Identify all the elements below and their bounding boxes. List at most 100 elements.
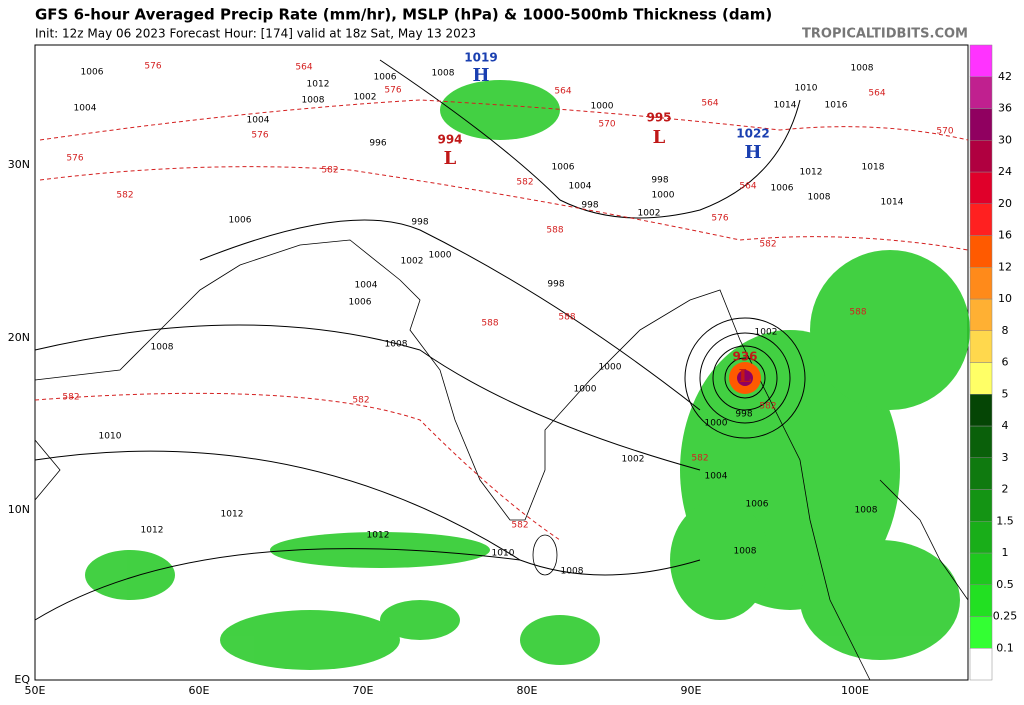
thickness-label: 570 <box>598 120 615 130</box>
colorbar-bin <box>969 298 993 331</box>
colorbar-tick-label: 0.25 <box>993 610 1018 623</box>
isobar-label: 998 <box>735 410 752 420</box>
thickness-label: 564 <box>554 87 571 97</box>
center-value: 1019 <box>464 51 497 65</box>
isobar-label: 1000 <box>599 363 622 373</box>
thickness-label: 582 <box>759 402 776 412</box>
colorbar-bin <box>969 457 993 490</box>
isobar-label: 1002 <box>755 328 778 338</box>
colorbar-bin <box>969 616 993 649</box>
colorbar-tick-label: 6 <box>1002 356 1009 369</box>
thickness-label: 582 <box>516 178 533 188</box>
isobar-label: 1000 <box>591 102 614 112</box>
isobar-label: 1008 <box>561 567 584 577</box>
isobar-label: 1008 <box>808 193 831 203</box>
colorbar-tick-label: 12 <box>998 260 1012 273</box>
colorbar-tick-label: 30 <box>998 133 1012 146</box>
colorbar-bin <box>969 203 993 236</box>
isobars <box>34 59 806 621</box>
isobar-label: 1012 <box>221 510 244 520</box>
colorbar-bin <box>969 171 993 204</box>
thickness-label: 588 <box>546 226 563 236</box>
center-letter: L <box>653 127 666 148</box>
center-letter: H <box>472 65 489 86</box>
isobar-label: 1008 <box>385 340 408 350</box>
colorbar: 0.1 0.25 0.5 1 1.5 2 3 4 5 6 8 10 12 16 20 24 30 36 42 <box>969 44 1018 681</box>
thickness-label: 570 <box>936 127 953 137</box>
colorbar-bin <box>969 76 993 109</box>
colorbar-tick-label: 16 <box>998 229 1012 242</box>
isobar-label: 1018 <box>862 163 885 173</box>
colorbar-bin <box>969 267 993 300</box>
colorbar-bin <box>969 489 993 522</box>
isobar-label: 1008 <box>855 506 878 516</box>
isobar-label: 998 <box>411 218 428 228</box>
thickness-label: 582 <box>321 166 338 176</box>
isobar-label: 1014 <box>881 198 904 208</box>
isobar-label: 1008 <box>432 69 455 79</box>
isobar-label: 1012 <box>307 80 330 90</box>
colorbar-tick-label: 1.5 <box>996 514 1014 527</box>
thickness-label: 576 <box>384 86 401 96</box>
colorbar-bin <box>969 140 993 173</box>
colorbar-tick-label: 2 <box>1002 483 1009 496</box>
thickness-label: 564 <box>701 99 718 109</box>
colorbar-bin <box>969 584 993 617</box>
thickness-label: 564 <box>295 63 312 73</box>
isobar-label: 1006 <box>81 68 104 78</box>
colorbar-bin <box>969 44 993 77</box>
isobar-label: 1002 <box>638 209 661 219</box>
isobar-label: 1000 <box>705 419 728 429</box>
colorbar-bin <box>969 552 993 585</box>
colorbar-bin <box>969 362 993 395</box>
thickness-label: 582 <box>759 240 776 250</box>
isobar-label: 1002 <box>354 93 377 103</box>
lon-label: 100E <box>841 684 869 697</box>
isobar-label: 1006 <box>374 73 397 83</box>
colorbar-bin <box>969 235 993 268</box>
thickness-label: 582 <box>511 521 528 531</box>
colorbar-tick-label: 0.5 <box>996 578 1014 591</box>
thickness-label: 588 <box>849 308 866 318</box>
colorbar-tick-label: 4 <box>1002 419 1009 432</box>
colorbar-tick-label: 0.1 <box>996 641 1014 654</box>
colorbar-tick-label: 42 <box>998 70 1012 83</box>
center-value: 1022 <box>736 127 769 141</box>
thickness-label: 576 <box>144 62 161 72</box>
colorbar-bin <box>969 330 993 363</box>
lon-label: 70E <box>353 684 374 697</box>
lon-label: 60E <box>189 684 210 697</box>
center-letter: L <box>444 148 457 169</box>
isobar-label: 1000 <box>429 251 452 261</box>
isobar-label: 1008 <box>151 343 174 353</box>
colorbar-tick-label: 5 <box>1002 387 1009 400</box>
thickness-label: 582 <box>691 454 708 464</box>
lon-label: 90E <box>681 684 702 697</box>
thickness-label: 576 <box>251 131 268 141</box>
center-value: 995 <box>646 111 671 125</box>
thickness-label: 588 <box>481 319 498 329</box>
colorbar-bin <box>969 394 993 427</box>
isobar-label: 1012 <box>367 531 390 541</box>
isobar-label: 1006 <box>746 500 769 510</box>
map-labels: 50E 60E 70E 80E 90E 100E30N20N10NEQ1019H994L9… <box>8 51 954 698</box>
center-value: 994 <box>437 133 462 147</box>
lat-label: 20N <box>8 331 30 344</box>
colorbar-tick-label: 20 <box>998 197 1012 210</box>
colorbar-tick-label: 36 <box>998 102 1012 115</box>
isobar-label: 1000 <box>574 385 597 395</box>
isobar-label: 996 <box>369 139 386 149</box>
isobar-label: 1004 <box>247 116 270 126</box>
colorbar-bin <box>969 521 993 554</box>
isobar-label: 1002 <box>622 455 645 465</box>
thickness-lines <box>34 99 969 541</box>
isobar-label: 1008 <box>851 64 874 74</box>
isobar-label: 1014 <box>774 101 797 111</box>
title: GFS 6-hour Averaged Precip Rate (mm/hr),… <box>35 6 772 24</box>
colorbar-tick-label: 8 <box>1002 324 1009 337</box>
thickness-label: 588 <box>558 313 575 323</box>
thickness-label: 564 <box>739 182 756 192</box>
isobar-label: 1010 <box>492 549 515 559</box>
colorbar-bin <box>969 108 993 141</box>
